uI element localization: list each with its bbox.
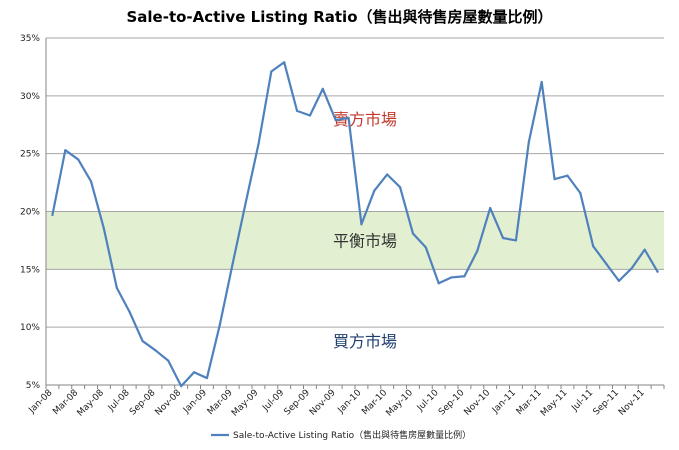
- data-point: [450, 276, 453, 279]
- data-point: [154, 349, 157, 352]
- data-point: [77, 158, 80, 161]
- band-zone: [46, 211, 664, 270]
- data-point: [579, 191, 582, 195]
- data-point: [437, 282, 440, 285]
- data-point: [167, 359, 170, 362]
- annotation-label: 平衡市場: [333, 231, 397, 250]
- data-point: [643, 248, 646, 251]
- data-point: [592, 245, 595, 248]
- data-point: [141, 339, 144, 343]
- y-tick-label: 25%: [20, 150, 40, 160]
- data-point: [283, 61, 286, 64]
- data-point: [527, 141, 530, 144]
- data-point: [115, 286, 118, 289]
- data-point: [617, 279, 621, 282]
- series-line: [51, 61, 659, 388]
- data-point: [308, 114, 312, 117]
- y-tick-label: 20%: [20, 208, 40, 218]
- annotation-label: 買方市場: [333, 332, 397, 351]
- data-point: [64, 149, 67, 152]
- data-point: [231, 262, 234, 265]
- data-point: [501, 237, 505, 240]
- data-point: [51, 213, 54, 217]
- data-point: [630, 267, 633, 270]
- legend: Sale-to-Active Listing Ratio（售出與待售房屋數量比例…: [211, 429, 471, 441]
- data-point: [128, 311, 131, 314]
- y-tick-label: 35%: [20, 34, 40, 44]
- data-point: [295, 109, 299, 112]
- y-tick-label: 10%: [20, 323, 40, 333]
- data-point: [411, 232, 415, 235]
- data-point: [604, 262, 608, 265]
- data-point: [360, 223, 363, 226]
- band-layer: [46, 211, 664, 270]
- data-point: [463, 275, 466, 278]
- data-point: [373, 189, 376, 192]
- chart-title: Sale-to-Active Listing Ratio（售出與待售房屋數量比例…: [126, 8, 552, 26]
- data-point: [334, 119, 337, 122]
- data-point: [424, 246, 427, 249]
- data-point: [347, 116, 350, 119]
- data-point: [205, 376, 209, 380]
- data-point: [386, 173, 389, 176]
- data-point: [476, 249, 479, 252]
- data-point: [321, 87, 324, 90]
- data-point: [540, 80, 543, 84]
- data-point: [553, 178, 556, 181]
- data-point: [398, 186, 402, 189]
- data-point: [514, 239, 518, 242]
- y-tick-label: 30%: [20, 92, 40, 102]
- data-point: [89, 180, 93, 183]
- data-point: [270, 70, 273, 73]
- data-point: [180, 385, 183, 388]
- y-tick-label: 5%: [26, 381, 41, 391]
- data-point: [218, 323, 221, 326]
- data-point: [102, 227, 106, 230]
- data-point: [566, 174, 569, 177]
- legend-label: Sale-to-Active Listing Ratio（售出與待售房屋數量比例…: [233, 429, 471, 441]
- data-point: [192, 371, 196, 374]
- series-layer: [51, 61, 659, 388]
- y-tick-label: 15%: [20, 265, 40, 275]
- data-point: [244, 202, 247, 205]
- data-point: [257, 143, 260, 146]
- data-point: [489, 206, 492, 210]
- data-point: [656, 270, 659, 273]
